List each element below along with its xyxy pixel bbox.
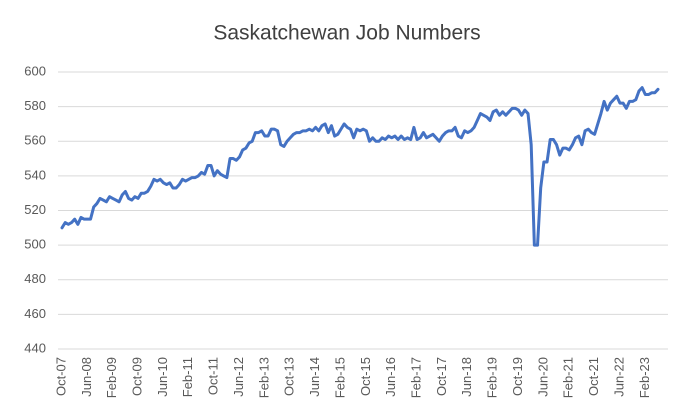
x-tick-label: Jun-22 — [611, 357, 626, 397]
x-tick-label: Oct-09 — [130, 357, 145, 396]
x-tick-label: Oct-07 — [53, 357, 68, 396]
x-tick-label: Oct-21 — [586, 357, 601, 396]
x-tick-label: Jun-20 — [535, 357, 550, 397]
x-tick-label: Feb-15 — [332, 357, 347, 398]
data-line — [60, 86, 660, 247]
x-tick-label: Feb-11 — [180, 357, 195, 397]
x-tick-label: Jun-10 — [155, 357, 170, 397]
x-tick-label: Feb-09 — [104, 357, 119, 398]
x-tick-label: Oct-19 — [510, 357, 525, 396]
y-tick-label: 560 — [24, 133, 46, 148]
x-tick-label: Oct-11 — [206, 357, 221, 395]
y-tick-label: 480 — [24, 271, 46, 286]
x-tick-label: Feb-19 — [485, 357, 500, 398]
y-tick-label: 460 — [24, 306, 46, 321]
x-tick-label: Feb-23 — [637, 357, 652, 398]
x-tick-label: Feb-17 — [409, 357, 424, 398]
x-tick-label: Jun-16 — [383, 357, 398, 397]
y-tick-label: 600 — [24, 63, 46, 78]
x-tick-label: Jun-18 — [459, 357, 474, 397]
x-tick-label: Oct-17 — [434, 357, 449, 396]
x-tick-label: Feb-21 — [561, 357, 576, 398]
x-tick-label: Oct-13 — [282, 357, 297, 396]
y-tick-label: 580 — [24, 98, 46, 113]
x-tick-label: Jun-12 — [231, 357, 246, 397]
x-tick-label: Feb-13 — [256, 357, 271, 398]
x-tick-label: Jun-08 — [79, 357, 94, 397]
y-tick-label: 520 — [24, 202, 46, 217]
y-tick-label: 540 — [24, 167, 46, 182]
y-tick-label: 440 — [24, 340, 46, 355]
x-tick-label: Jun-14 — [307, 357, 322, 397]
x-tick-label: Oct-15 — [358, 357, 373, 396]
chart-title: Saskatchewan Job Numbers — [213, 22, 480, 45]
y-tick-label: 500 — [24, 237, 46, 252]
